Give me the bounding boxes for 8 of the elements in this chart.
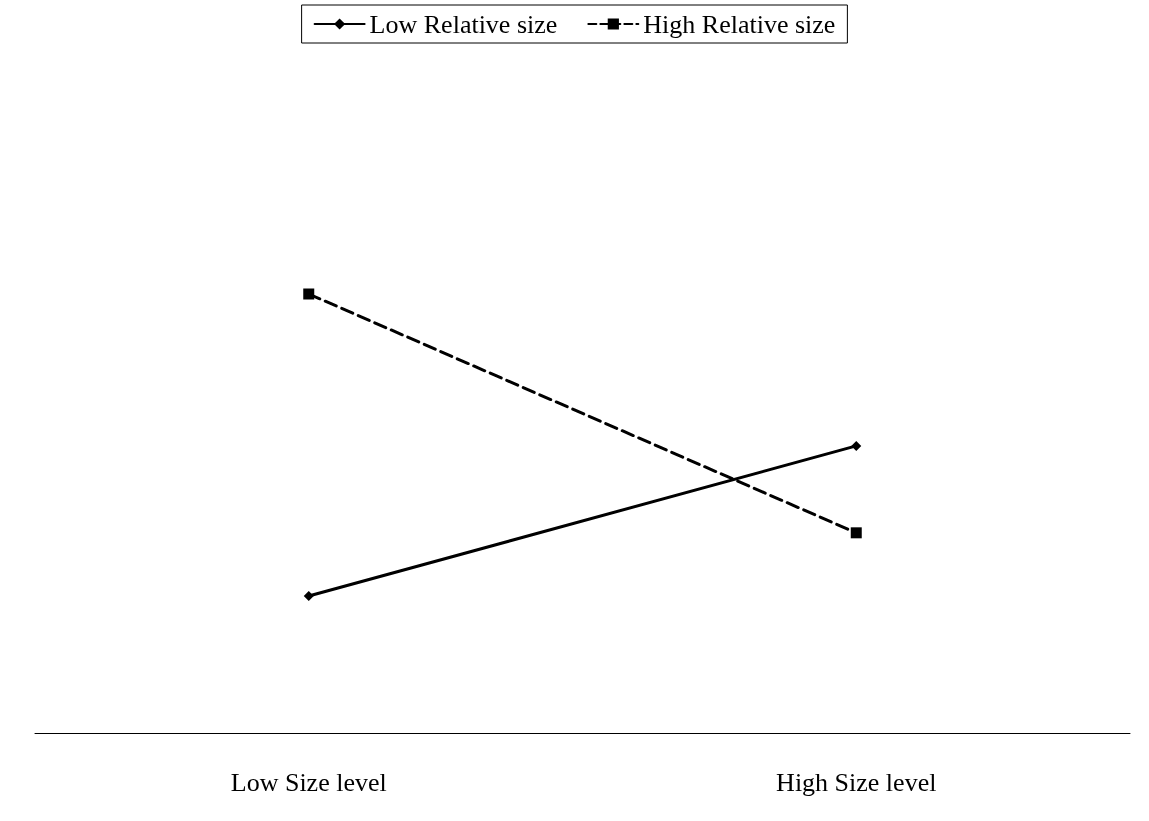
point bbox=[850, 527, 862, 539]
x-tick-label: High Size level bbox=[776, 767, 937, 797]
legend-label: High Relative size bbox=[643, 9, 836, 39]
x-tick-label: Low Size level bbox=[230, 767, 387, 797]
point bbox=[303, 591, 314, 602]
point bbox=[303, 288, 315, 300]
legend-label: Low Relative size bbox=[369, 9, 558, 39]
point bbox=[851, 440, 862, 451]
